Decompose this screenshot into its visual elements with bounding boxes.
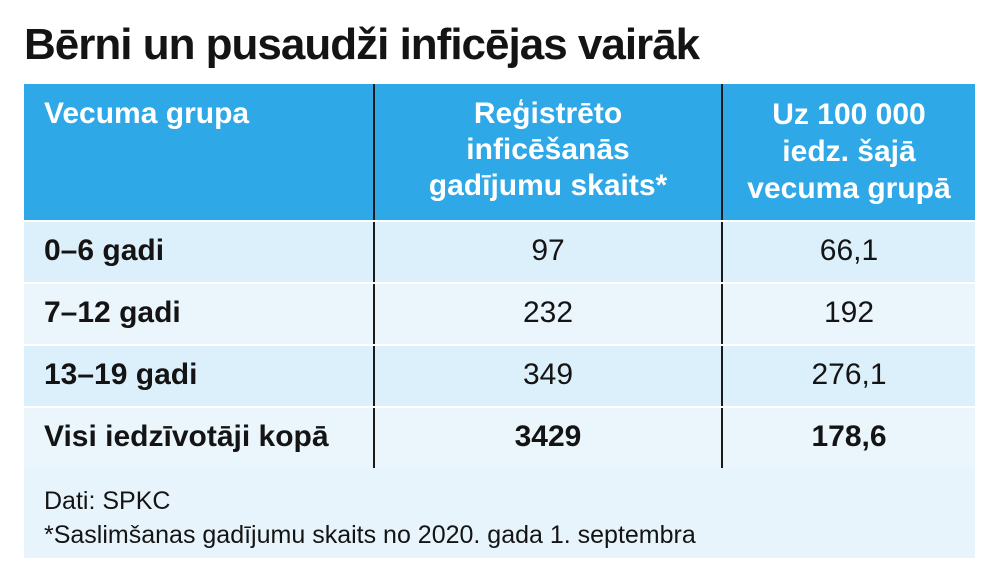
- data-table: Vecuma grupa Reģistrēto inficēšanās gadī…: [24, 84, 975, 558]
- cell-cases: 3429: [373, 408, 721, 468]
- page-title: Bērni un pusaudži inficējas vairāk: [24, 20, 700, 69]
- cell-cases: 232: [373, 284, 721, 344]
- header-cases: Reģistrēto inficēšanās gadījumu skaits*: [373, 84, 721, 220]
- header-line: inficēšanās: [466, 133, 630, 166]
- header-line: Vecuma grupa: [44, 97, 250, 130]
- header-line: Reģistrēto: [473, 97, 623, 130]
- cell-cases: 97: [373, 222, 721, 282]
- table-row: 0–6 gadi 97 66,1: [24, 220, 975, 282]
- cell-age-group: Visi iedzīvotāji kopā: [44, 420, 329, 453]
- table-row-total: Visi iedzīvotāji kopā 3429 178,6: [24, 406, 975, 468]
- footnote: *Saslimšanas gadījumu skaits no 2020. ga…: [44, 521, 696, 549]
- cell-age-group: 13–19 gadi: [44, 358, 198, 391]
- cell-per-100k: 66,1: [721, 222, 975, 282]
- table-row: 7–12 gadi 232 192: [24, 282, 975, 344]
- source-note: Dati: SPKC: [44, 487, 171, 515]
- cell-cases: 349: [373, 346, 721, 406]
- header-line: vecuma grupā: [747, 172, 951, 205]
- header-line: gadījumu skaits*: [428, 169, 668, 202]
- cell-per-100k: 178,6: [721, 408, 975, 468]
- cell-per-100k: 192: [721, 284, 975, 344]
- header-line: Uz 100 000: [772, 98, 926, 131]
- header-per-100k: Uz 100 000 iedz. šajā vecuma grupā: [721, 84, 975, 220]
- header-line: iedz. šajā: [782, 135, 916, 168]
- header-age-group: Vecuma grupa: [24, 84, 373, 220]
- cell-per-100k: 276,1: [721, 346, 975, 406]
- table-notes: Dati: SPKC *Saslimšanas gadījumu skaits …: [24, 468, 975, 558]
- table-header: Vecuma grupa Reģistrēto inficēšanās gadī…: [24, 84, 975, 220]
- cell-age-group: 7–12 gadi: [44, 296, 181, 329]
- table-row: 13–19 gadi 349 276,1: [24, 344, 975, 406]
- cell-age-group: 0–6 gadi: [44, 234, 165, 267]
